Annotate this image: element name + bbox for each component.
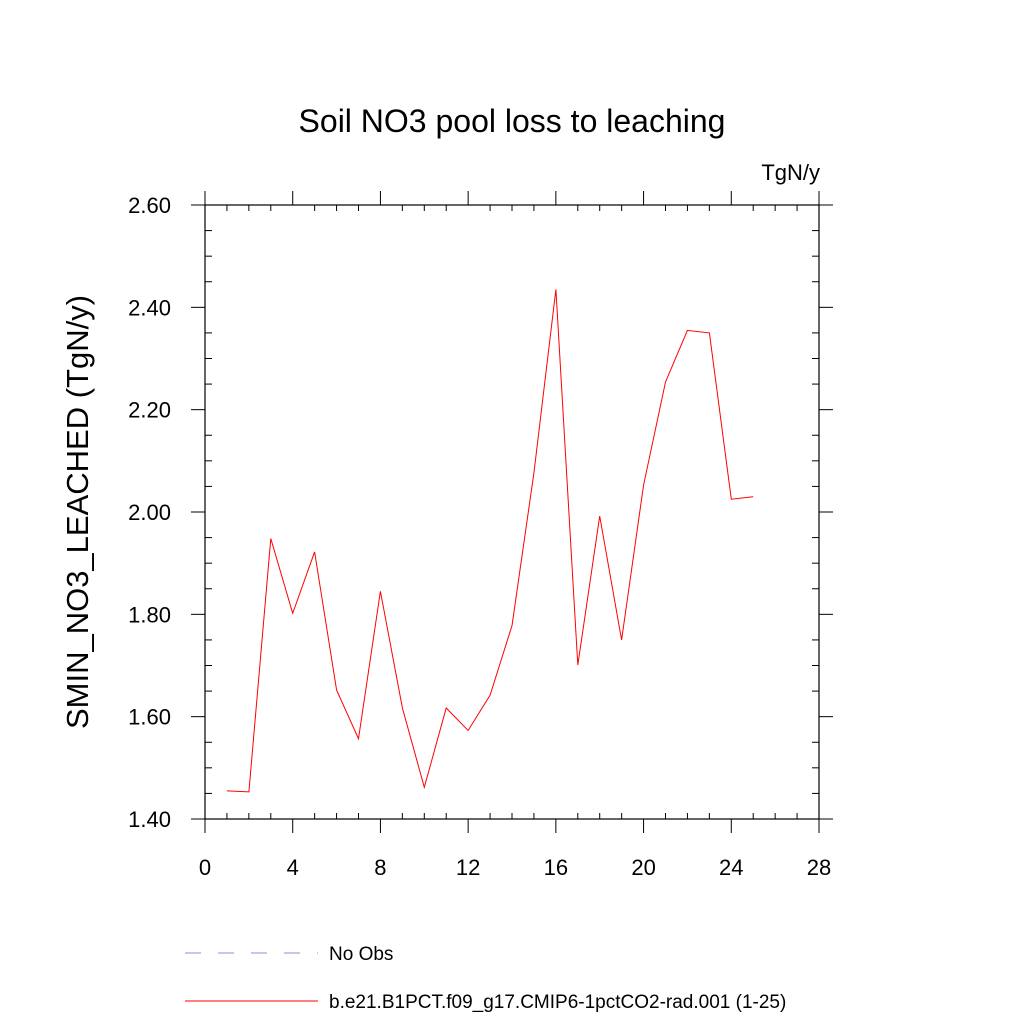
- x-tick-label: 8: [374, 855, 386, 880]
- y-tick-label: 1.40: [128, 807, 171, 832]
- legend: No Obs b.e21.B1PCT.f09_g17.CMIP6-1pctCO2…: [185, 944, 786, 1013]
- units-label: TgN/y: [761, 160, 820, 185]
- chart-title: Soil NO3 pool loss to leaching: [299, 103, 726, 139]
- y-tick-label: 2.40: [128, 295, 171, 320]
- x-tick-label: 20: [631, 855, 655, 880]
- y-tick-label: 2.00: [128, 500, 171, 525]
- series-group: [226, 289, 754, 793]
- plot-frame: [204, 204, 820, 820]
- x-tick-label: 16: [544, 855, 568, 880]
- y-tick-label: 2.20: [128, 398, 171, 423]
- x-tick-label: 28: [807, 855, 831, 880]
- y-axis-label: SMIN_NO3_LEACHED (TgN/y): [60, 295, 95, 729]
- x-tick-label: 4: [287, 855, 299, 880]
- x-tick-label: 0: [199, 855, 211, 880]
- tick-labels: 0 4 8 12 16 20 24 28 1.40 1.60 1.80 2.00 2.20 2.40 2.6…: [128, 193, 831, 880]
- x-tick-label: 24: [719, 855, 743, 880]
- series-line: [226, 289, 754, 793]
- axis-ticks: [191, 191, 833, 833]
- legend-label-no-obs: No Obs: [329, 944, 393, 965]
- y-tick-label: 1.80: [128, 602, 171, 627]
- y-tick-label: 2.60: [128, 193, 171, 218]
- x-tick-label: 12: [456, 855, 480, 880]
- y-tick-label: 1.60: [128, 705, 171, 730]
- legend-label-series: b.e21.B1PCT.f09_g17.CMIP6-1pctCO2-rad.00…: [329, 992, 786, 1013]
